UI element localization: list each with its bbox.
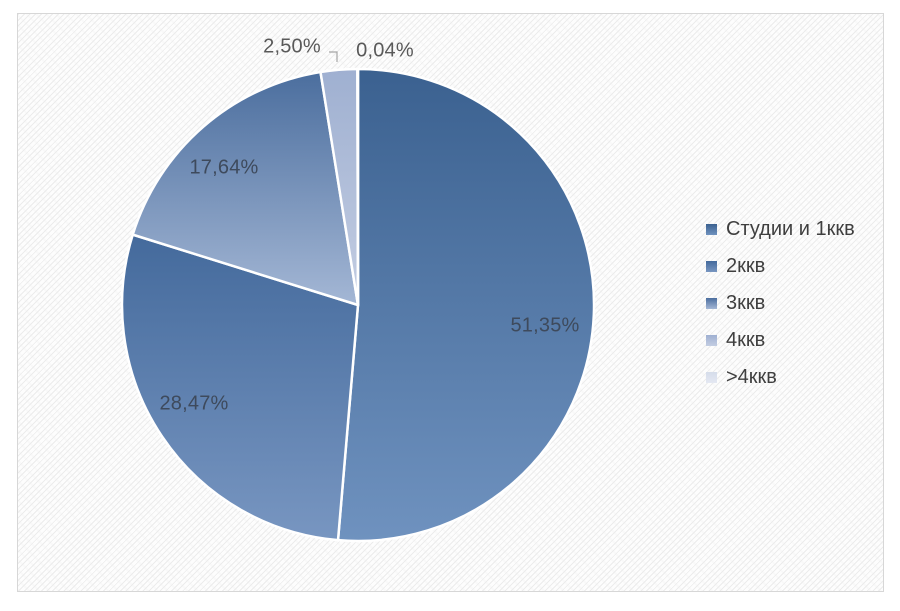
legend-label: 2ккв [726,254,766,277]
legend-item-4kkv: 4ккв [706,328,855,352]
legend-swatch-icon [706,334,717,346]
slice-label-3kkv: 17,64% [189,156,259,179]
legend-label: 4ккв [726,328,766,351]
legend-swatch-icon [706,371,717,383]
legend-swatch-icon [706,223,717,235]
legend-item-3kkv: 3ккв [706,291,855,315]
legend-label: >4ккв [726,365,777,388]
chart-legend: Студии и 1ккв 2ккв 3ккв 4ккв >4ккв [706,217,855,389]
legend-label: Студии и 1ккв [726,217,855,240]
label-leader-line [329,51,338,62]
legend-item-gt4kkv: >4ккв [706,365,855,389]
slice-label-studii-1kkv: 51,35% [510,314,580,337]
slice-label-2kkv: 28,47% [159,392,229,415]
legend-item-studii-1kkv: Студии и 1ккв [706,217,855,241]
pie-slice-1 [120,233,360,542]
legend-swatch-icon [706,260,717,272]
legend-swatch-icon [706,297,717,309]
legend-item-2kkv: 2ккв [706,254,855,278]
pie-slice-0 [336,67,596,543]
legend-label: 3ккв [726,291,766,314]
slice-label-4kkv: 2,50% [263,35,321,58]
pie-slice-4 [356,67,360,307]
slice-label-gt4kkv: 0,04% [356,39,414,62]
pie-slice-2 [131,70,360,307]
